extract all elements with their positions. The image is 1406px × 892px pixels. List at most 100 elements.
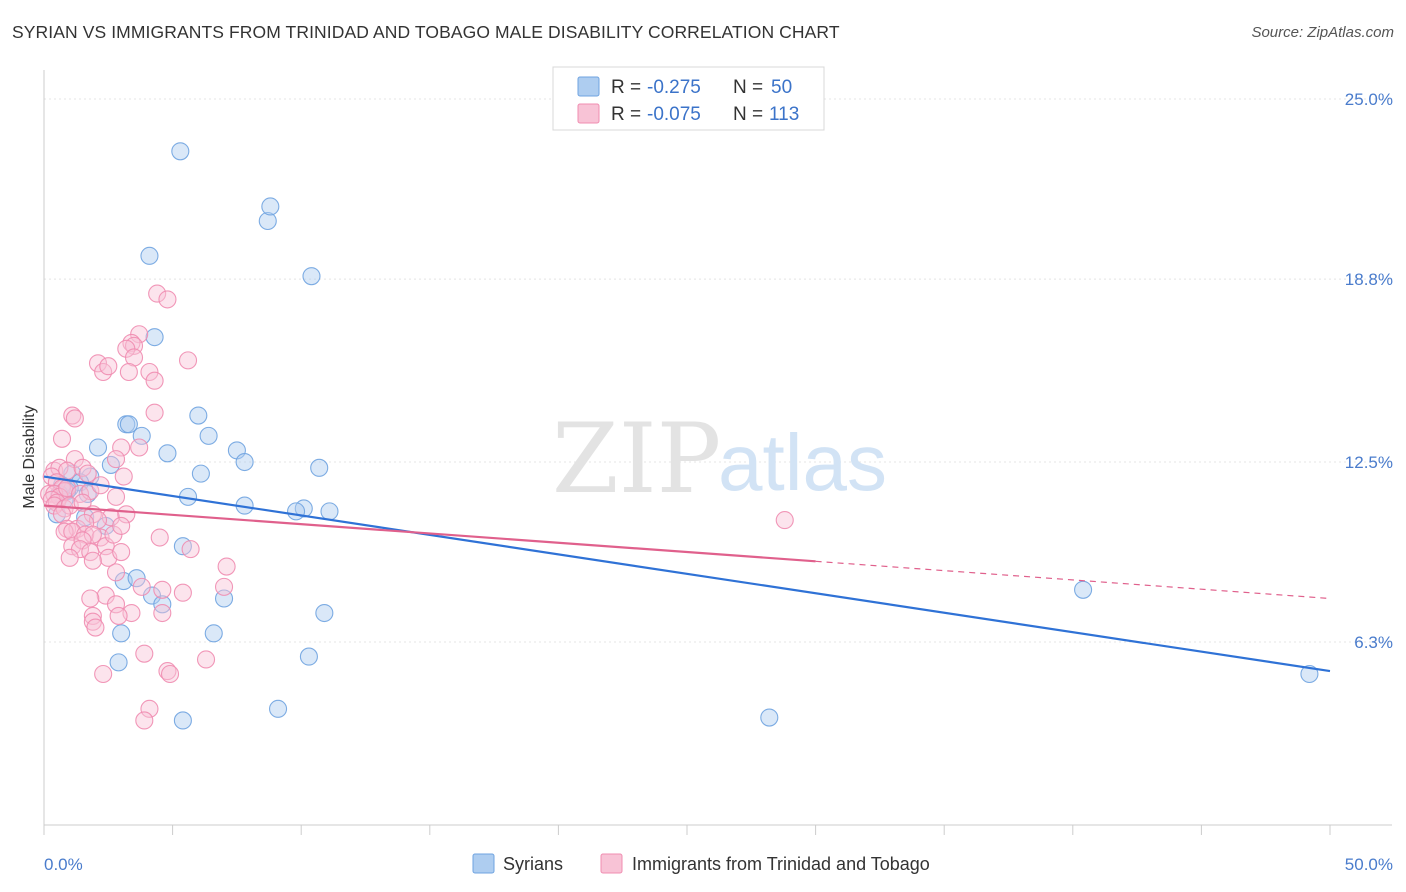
syrians-point-5 — [145, 328, 164, 347]
legend-n-value-trinidad: 113 — [769, 104, 799, 125]
trinidad-point-80 — [106, 595, 126, 614]
trinidad-point-63 — [112, 516, 131, 535]
trinidad-point-89 — [158, 662, 177, 681]
trend-lines — [43, 475, 1331, 673]
trinidad-point-69 — [181, 540, 200, 559]
syrians-point-49 — [269, 699, 288, 718]
trinidad-point-13 — [145, 371, 164, 390]
legend-swatch-syrians — [577, 76, 600, 97]
trinidad-point-45 — [106, 487, 126, 506]
trinidad-point-73 — [106, 563, 126, 582]
syrians-point-0 — [171, 142, 190, 161]
legend-n-value-syrians: 50 — [771, 77, 792, 98]
syrians-point-26 — [78, 484, 97, 504]
trinidad-point-93 — [135, 711, 154, 730]
x-tick-labels: 0.0% 50.0% — [44, 855, 1393, 874]
syrians-point-3 — [140, 246, 159, 265]
trinidad-point-14 — [63, 406, 82, 425]
syrians-trend-line — [43, 475, 1331, 673]
trinidad-point-70 — [60, 548, 79, 567]
syrians-point-37 — [127, 569, 146, 588]
bottom-legend-swatch-trinidad — [600, 853, 623, 874]
stats-legend: R = -0.275 N = 50 R = -0.075 N = 113 — [552, 66, 825, 131]
y-tick-label-1: 18.8% — [1345, 270, 1393, 289]
trinidad-point-90 — [94, 664, 113, 684]
x-tick-label-min: 0.0% — [44, 855, 83, 874]
x-tick-label-max: 50.0% — [1345, 855, 1393, 874]
trinidad-point-57 — [117, 505, 136, 524]
syrians-point-32 — [287, 502, 306, 521]
legend-n-label-syrians: N = — [733, 77, 763, 98]
trinidad-point-16 — [145, 403, 164, 422]
trinidad-point-12 — [140, 362, 159, 382]
trinidad-point-64 — [150, 528, 169, 547]
trinidad-point-19 — [52, 429, 72, 448]
trinidad-point-17 — [130, 438, 149, 457]
trinidad-point-72 — [217, 557, 236, 576]
trinidad-point-24 — [73, 458, 92, 477]
chart-title: SYRIAN VS IMMIGRANTS FROM TRINIDAD AND T… — [12, 22, 840, 42]
syrians-point-46 — [1074, 580, 1093, 599]
trinidad-point-10 — [178, 351, 198, 370]
trinidad-point-68 — [112, 542, 131, 562]
trinidad-point-82 — [109, 606, 128, 625]
y-tick-label-2: 12.5% — [1345, 453, 1393, 472]
syrians-point-31 — [320, 502, 339, 521]
y-tick-label-0: 25.0% — [1345, 90, 1393, 109]
syrians-point-41 — [315, 603, 334, 623]
trinidad-point-27 — [114, 467, 133, 486]
trinidad-point-7 — [88, 354, 108, 373]
watermark: ZIP atlas — [552, 403, 887, 515]
trinidad-point-83 — [83, 606, 102, 625]
trinidad-point-75 — [214, 577, 234, 596]
trinidad-point-3 — [122, 333, 141, 353]
bottom-legend-label-syrians: Syrians — [503, 854, 563, 874]
syrians-point-47 — [1300, 664, 1319, 684]
source-credit: Source: ZipAtlas.com — [1251, 24, 1394, 41]
syrians-point-10 — [199, 426, 218, 445]
trinidad-point-9 — [99, 357, 118, 376]
trinidad-point-6 — [124, 348, 144, 367]
syrians-point-11 — [88, 438, 108, 457]
legend-r-label-syrians: R = — [611, 77, 641, 98]
trinidad-point-92 — [140, 699, 159, 718]
grid-lines — [44, 98, 1392, 643]
trinidad-trend-line — [43, 504, 816, 563]
trinidad-point-0 — [148, 284, 167, 303]
trinidad-point-8 — [94, 362, 113, 382]
syrians-point-48 — [173, 711, 192, 730]
trinidad-point-18 — [112, 438, 131, 457]
trinidad-point-77 — [173, 583, 192, 602]
legend-r-value-trinidad: -0.075 — [647, 104, 701, 125]
trinidad-trend-line-extrapolated — [815, 560, 1331, 600]
watermark-zip: ZIP — [552, 403, 721, 515]
trinidad-point-11 — [119, 362, 138, 382]
trinidad-point-49 — [58, 519, 77, 538]
y-tick-labels: 25.0% 18.8% 12.5% 6.3% — [1345, 90, 1393, 652]
trinidad-point-53 — [55, 522, 74, 541]
syrians-point-6 — [189, 406, 208, 425]
syrians-point-8 — [119, 415, 138, 434]
syrians-point-16 — [310, 458, 329, 477]
trinidad-point-79 — [81, 589, 100, 608]
syrians-point-9 — [132, 426, 151, 445]
trinidad-point-91 — [160, 664, 180, 684]
syrians-points — [47, 142, 1319, 730]
trinidad-points — [40, 284, 794, 730]
trinidad-point-15 — [65, 409, 84, 428]
trinidad-point-58 — [83, 525, 102, 544]
bottom-legend-swatch-syrians — [472, 853, 495, 874]
syrians-point-45 — [299, 647, 318, 666]
syrians-point-18 — [191, 464, 210, 483]
syrians-point-13 — [158, 444, 177, 463]
series-legend: Syrians Immigrants from Trinidad and Tob… — [472, 853, 930, 874]
syrians-point-1 — [258, 211, 277, 231]
trinidad-point-74 — [132, 577, 151, 596]
trinidad-point-71 — [83, 551, 102, 570]
syrians-point-43 — [112, 624, 131, 643]
trinidad-point-88 — [196, 650, 216, 669]
trinidad-point-25 — [106, 450, 126, 469]
bottom-legend-label-trinidad: Immigrants from Trinidad and Tobago — [632, 854, 930, 874]
legend-r-label-trinidad: R = — [611, 104, 641, 125]
